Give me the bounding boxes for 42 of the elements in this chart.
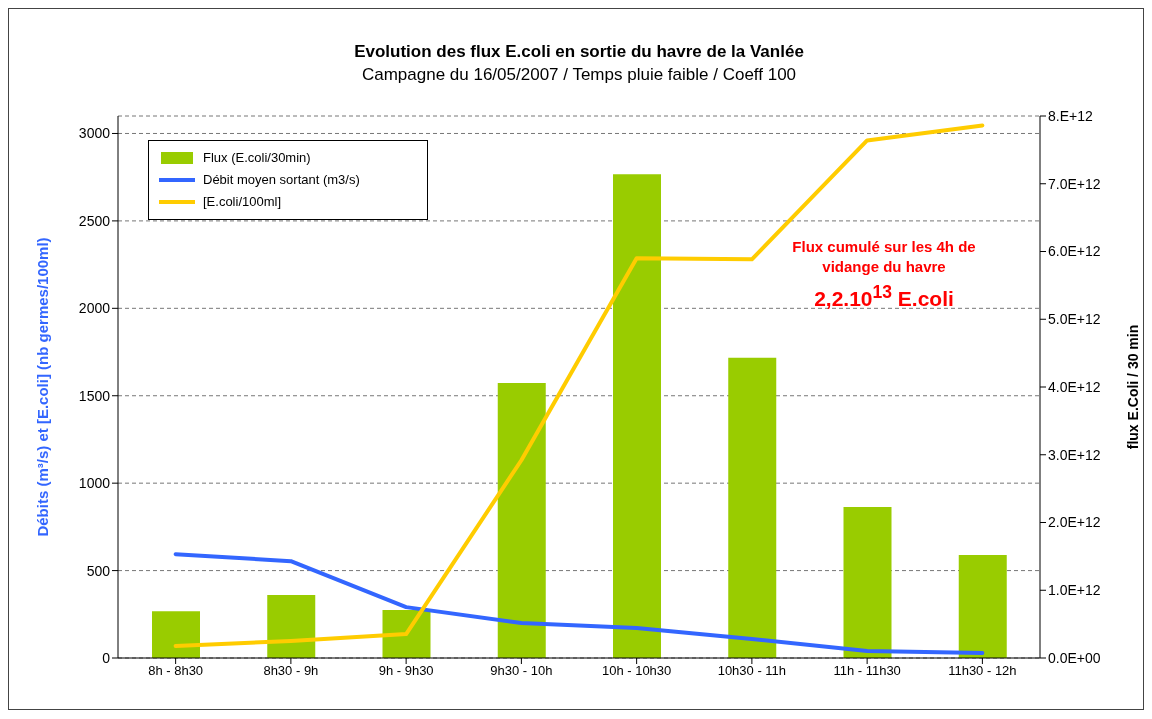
y-axis-title: Débits (m³/s) et [E.coli] (nb germes/100ml) [33, 237, 51, 537]
y2-tick-label: 5.0E+12 [1048, 311, 1101, 328]
y2-tick-label: 3.0E+12 [1048, 446, 1101, 463]
line-series [173, 123, 985, 648]
y2-tick-label: 1.0E+12 [1048, 582, 1101, 599]
x-tick-label: 8h - 8h30 [148, 663, 204, 679]
bar [958, 555, 1007, 658]
y-tick-label: 2500 [78, 212, 111, 229]
y2-tick-label: 2.0E+12 [1048, 514, 1101, 531]
y2-tick-label: 0.0E+00 [1048, 649, 1101, 666]
bar [152, 611, 200, 658]
line-series [173, 552, 985, 655]
bar [728, 357, 777, 658]
y2-tick-label: 8.E+12 [1048, 107, 1093, 124]
chart-subtitle: Campagne du 16/05/2007 / Temps pluie faible / Coeff 100 [360, 65, 798, 85]
y2-axis-title: flux E.Coli / 30 min [1125, 324, 1141, 450]
x-tick-label: 9h30 - 10h [490, 663, 553, 679]
x-tick-label: 10h - 10h30 [601, 663, 672, 679]
annotation: Flux cumulé sur les 4h de vidange du havre [791, 237, 977, 277]
bar [843, 506, 892, 658]
legend-label: [E.coli/100ml] [203, 193, 282, 211]
x-tick-label: 11h - 11h30 [833, 663, 901, 679]
y-tick-label: 3000 [78, 125, 111, 142]
y-tick-label: 500 [86, 562, 111, 579]
y-tick-label: 2000 [78, 300, 111, 317]
y2-tick-label: 7.0E+12 [1048, 175, 1101, 192]
y-tick-label: 1000 [78, 475, 111, 492]
bar [613, 174, 661, 658]
x-tick-label: 9h - 9h30 [378, 663, 434, 679]
x-tick-label: 11h30 - 12h [948, 663, 1017, 679]
legend-label: Débit moyen sortant (m3/s) [203, 171, 360, 189]
x-tick-label: 10h30 - 11h [717, 663, 787, 679]
x-tick-label: 8h30 - 9h [263, 663, 319, 679]
bar [497, 382, 546, 658]
y2-tick-label: 4.0E+12 [1048, 378, 1101, 395]
y-tick-label: 1500 [78, 387, 111, 404]
chart-title: Evolution des flux E.coli en sortie du havre de la Vanlée [353, 42, 805, 62]
y2-tick-label: 6.0E+12 [1048, 243, 1101, 260]
annotation: 2,2.10$^{13}$ E.coli [813, 281, 955, 312]
bar [267, 594, 316, 658]
legend-label: Flux (E.coli/30min) [203, 149, 311, 167]
y-tick-label: 0 [102, 649, 111, 666]
